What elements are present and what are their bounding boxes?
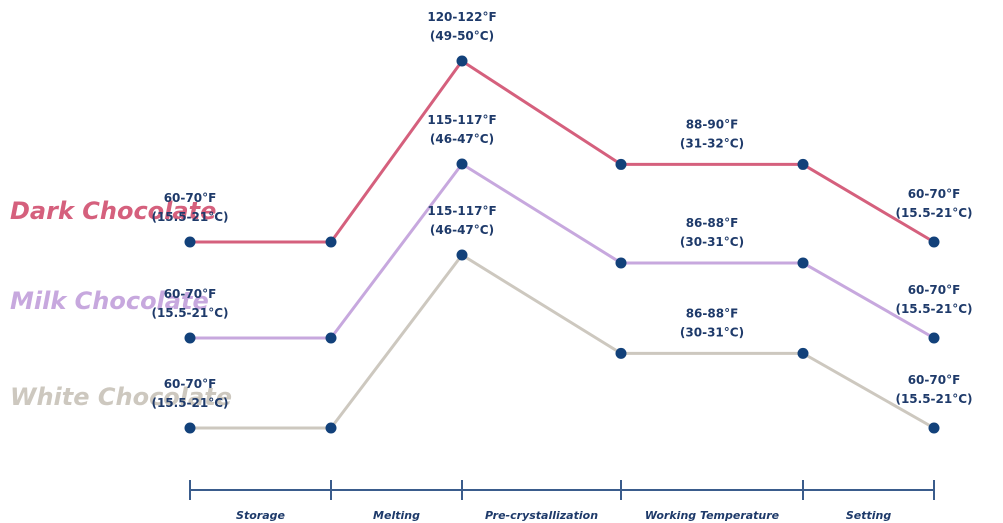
- point-label-f-1-3: 60-70°F: [908, 283, 961, 297]
- data-point-2-4: [797, 347, 809, 359]
- point-label-c-1-3: (15.5-21°C): [895, 302, 972, 316]
- data-point-0-4: [797, 158, 809, 170]
- stage-label-3: Working Temperature: [645, 509, 780, 522]
- data-point-1-2: [456, 158, 468, 170]
- point-label-c-0-2: (31-32°C): [680, 136, 744, 150]
- data-point-0-5: [928, 236, 940, 248]
- point-label-f-2-3: 60-70°F: [908, 373, 961, 387]
- series-label-1: Milk Chocolate: [10, 287, 209, 315]
- series-line-0: [190, 59, 935, 244]
- data-point-1-0: [184, 332, 196, 344]
- data-point-2-3: [615, 347, 627, 359]
- point-label-c-2-3: (15.5-21°C): [895, 392, 972, 406]
- point-label-c-1-2: (30-31°C): [680, 235, 744, 249]
- point-label-f-0-0: 60-70°F: [164, 191, 217, 205]
- point-label-f-0-3: 60-70°F: [908, 187, 961, 201]
- point-label-f-0-2: 88-90°F: [686, 117, 739, 131]
- data-point-1-4: [797, 257, 809, 269]
- stage-label-4: Setting: [846, 509, 892, 522]
- series-line-1: [190, 162, 935, 340]
- data-points: [184, 55, 940, 434]
- point-label-c-0-0: (15.5-21°C): [151, 210, 228, 224]
- point-label-f-1-1: 115-117°F: [427, 113, 496, 127]
- point-label-f-2-2: 86-88°F: [686, 306, 739, 320]
- point-label-c-1-0: (15.5-21°C): [151, 306, 228, 320]
- series-label-2: White Chocolate: [10, 383, 232, 411]
- point-label-c-1-1: (46-47°C): [430, 132, 494, 146]
- point-label-f-2-0: 60-70°F: [164, 377, 217, 391]
- series-label-0: Dark Chocolate: [10, 197, 216, 225]
- data-point-0-1: [325, 236, 337, 248]
- data-point-2-1: [325, 422, 337, 434]
- point-label-f-1-2: 86-88°F: [686, 216, 739, 230]
- stage-axis: Storage Melting Pre-crystallization Working…: [189, 480, 935, 522]
- point-labels: 60-70°F (15.5-21°C) 120-122°F (49-50°C) 88-9…: [151, 10, 972, 410]
- data-point-2-2: [456, 249, 468, 261]
- point-label-f-0-1: 120-122°F: [427, 10, 496, 24]
- point-label-c-2-1: (46-47°C): [430, 223, 494, 237]
- data-point-1-3: [615, 257, 627, 269]
- point-label-c-2-0: (15.5-21°C): [151, 396, 228, 410]
- point-label-f-2-1: 115-117°F: [427, 204, 496, 218]
- data-point-2-0: [184, 422, 196, 434]
- series-lines: [190, 59, 935, 430]
- point-label-c-2-2: (30-31°C): [680, 325, 744, 339]
- series-labels: Dark Chocolate Milk Chocolate White Chocol…: [10, 197, 232, 411]
- stage-label-2: Pre-crystallization: [485, 509, 598, 522]
- point-label-c-0-1: (49-50°C): [430, 29, 494, 43]
- data-point-0-3: [615, 158, 627, 170]
- point-label-f-1-0: 60-70°F: [164, 287, 217, 301]
- stage-label-0: Storage: [236, 509, 285, 522]
- data-point-0-0: [184, 236, 196, 248]
- stage-label-1: Melting: [373, 509, 420, 522]
- data-point-2-5: [928, 422, 940, 434]
- point-label-c-0-3: (15.5-21°C): [895, 206, 972, 220]
- data-point-1-1: [325, 332, 337, 344]
- data-point-0-2: [456, 55, 468, 67]
- series-line-2: [190, 253, 935, 430]
- data-point-1-5: [928, 332, 940, 344]
